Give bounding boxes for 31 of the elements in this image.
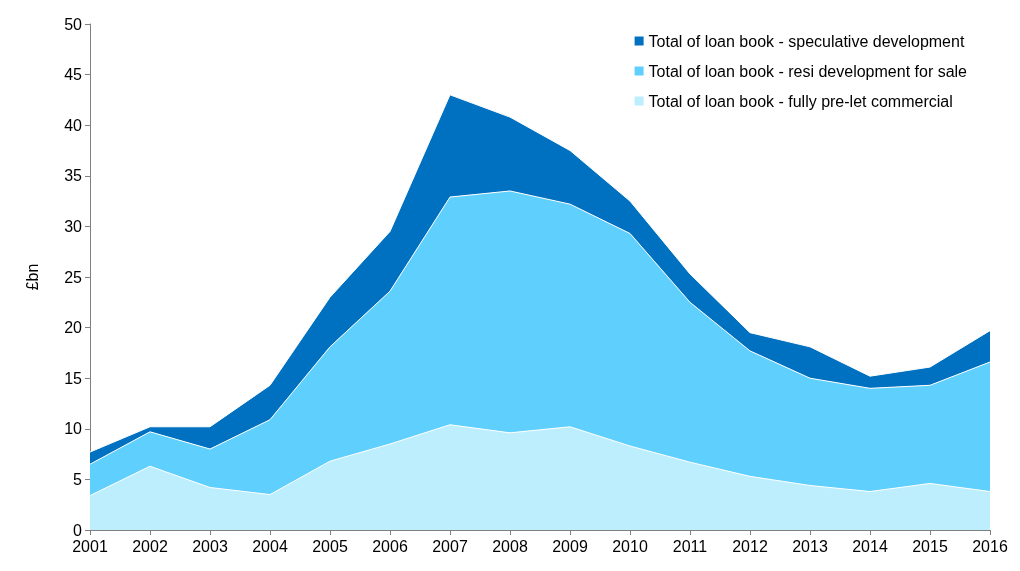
y-tick-label: 35: [64, 167, 83, 185]
x-tick-label: 2003: [192, 537, 228, 555]
y-axis-title: £bn: [23, 263, 41, 291]
y-tick-label: 45: [64, 66, 83, 84]
y-tick-label: 50: [64, 15, 83, 33]
x-tick-label: 2008: [492, 537, 528, 555]
y-tick-label: 20: [64, 319, 83, 337]
y-tick-label: 15: [64, 369, 83, 387]
x-tick-label: 2016: [972, 537, 1008, 555]
x-tick-label: 2001: [72, 537, 108, 555]
legend-label: Total of loan book - fully pre-let commercial: [648, 92, 953, 110]
legend-label: Total of loan book - speculative development: [648, 32, 965, 50]
x-tick-label: 2009: [552, 537, 588, 555]
x-tick-label: 2004: [252, 537, 288, 555]
y-tick-label: 10: [64, 420, 83, 438]
y-tick-label: 30: [64, 217, 83, 235]
x-tick-label: 2010: [612, 537, 648, 555]
x-tick-label: 2002: [132, 537, 168, 555]
x-tick-label: 2006: [372, 537, 408, 555]
x-tick-label: 2015: [912, 537, 948, 555]
y-tick-label: 5: [73, 470, 83, 488]
y-tick-label: 40: [64, 116, 83, 134]
x-tick-label: 2007: [432, 537, 468, 555]
x-tick-label: 2011: [672, 537, 708, 555]
x-tick-label: 2014: [852, 537, 888, 555]
x-tick-label: 2012: [732, 537, 768, 555]
x-tick-label: 2013: [792, 537, 828, 555]
y-tick-label: 25: [64, 268, 83, 286]
y-tick-label: 0: [73, 521, 83, 539]
legend-label: Total of loan book - resi development for sale: [648, 62, 968, 80]
x-tick-label: 2005: [312, 537, 348, 555]
